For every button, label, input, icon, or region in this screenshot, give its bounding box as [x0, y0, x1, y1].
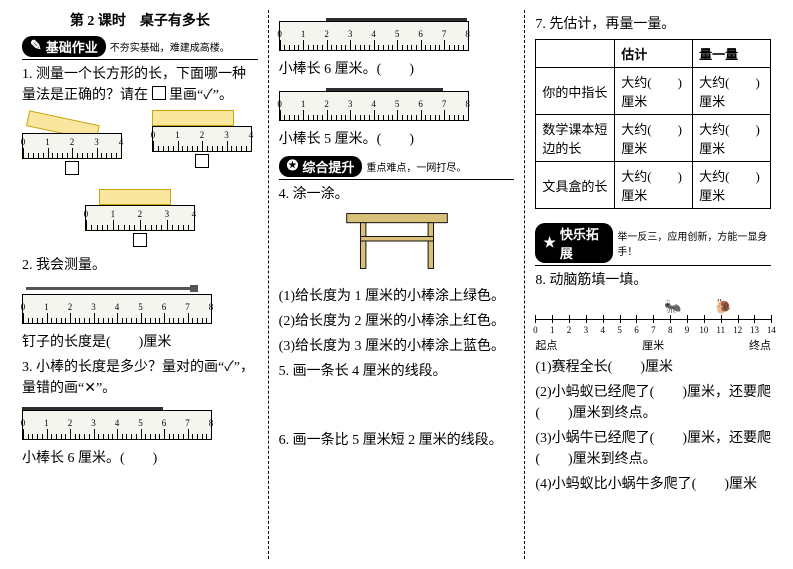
- q7-head: 估计 量一量: [536, 40, 771, 68]
- q2-wrap: 012345678: [22, 284, 212, 324]
- q3-intro: 3. 小棒的长度是多少？量对的画“✓”，量错的画“✕”。: [22, 357, 258, 399]
- q1-rect-b: [152, 110, 234, 126]
- q3a-wrap: 012345678: [22, 407, 212, 440]
- q7-h1: 估计: [615, 40, 693, 68]
- q4-l1: (1)给长度为 1 厘米的小棒涂上绿色。: [279, 286, 515, 307]
- q1-ruler-a-wrap: 01234: [22, 110, 122, 179]
- q7-r1-meas[interactable]: 大约( )厘米: [693, 115, 771, 162]
- q8-number-line: 01234567891011121314🐜🐌: [535, 297, 771, 337]
- nail-drawing: [26, 284, 212, 294]
- q4-l2: (2)给长度为 2 厘米的小棒涂上红色。: [279, 311, 515, 332]
- q7-row-2: 文具盒的长 大约( )厘米 大约( )厘米: [536, 162, 771, 209]
- q1-ruler-a: 01234: [22, 133, 122, 159]
- q2-ruler: 012345678: [22, 294, 212, 324]
- lesson-title: 第 2 课时 桌子有多长: [22, 10, 258, 30]
- q7-row-0: 你的中指长 大约( )厘米 大约( )厘米: [536, 68, 771, 115]
- q7-r1-est[interactable]: 大约( )厘米: [615, 115, 693, 162]
- q8-l2: (2)小蚂蚁已经爬了( )厘米，还要爬( )厘米到终点。: [535, 382, 771, 424]
- q7-r2-meas[interactable]: 大约( )厘米: [693, 162, 771, 209]
- q5-text: 5. 画一条长 4 厘米的线段。: [279, 361, 515, 382]
- ant-icon: 🐜: [664, 299, 681, 316]
- q1-ruler-c-wrap: 01234: [85, 189, 195, 251]
- page-root: 第 2 课时 桌子有多长 ✎ 基础作业 不夯实基础，难建成高楼。 1. 测量一个…: [0, 0, 793, 569]
- nl-unit: 厘米: [642, 337, 664, 353]
- nl-start-text: 起点: [535, 337, 557, 353]
- q8-l4: (4)小蚂蚁比小蜗牛多爬了( )厘米: [535, 474, 771, 495]
- badge-basic-sub: 不夯实基础，难建成高楼。: [110, 39, 230, 54]
- q3c-wrap: 012345678: [279, 88, 469, 121]
- badge-basic: ✎ 基础作业: [22, 36, 106, 57]
- q1-inline-box-icon: [152, 86, 166, 100]
- q7-h0: [536, 40, 615, 68]
- q7-r1-name: 数学课本短边的长: [536, 115, 615, 162]
- q4-table-drawing: [342, 209, 452, 278]
- nl-end-text: 终点: [749, 337, 771, 353]
- q1-rect-c: [99, 189, 171, 205]
- q7-r2-name: 文具盒的长: [536, 162, 615, 209]
- q3b-ruler: 012345678: [279, 21, 469, 51]
- q4-title: 4. 涂一涂。: [279, 184, 515, 205]
- q1-row-top: 01234 01234: [22, 110, 258, 179]
- q1-ruler-b: 01234: [152, 126, 252, 152]
- q8-l1: (1)赛程全长( )厘米: [535, 357, 771, 378]
- q7-r0-est[interactable]: 大约( )厘米: [615, 68, 693, 115]
- q1-box-b[interactable]: [195, 154, 209, 168]
- q3b-label: 小棒长 6 厘米。( ): [279, 59, 515, 80]
- q1-part2: 里画“✓”。: [169, 88, 233, 103]
- badge-extend-row: ★ 快乐拓展 举一反三，应用创新，方能一显身手！: [535, 223, 771, 266]
- badge-improve-sub: 重点难点，一网打尽。: [366, 159, 466, 174]
- q1-box-a[interactable]: [65, 161, 79, 175]
- gear-icon: ✪: [287, 158, 299, 175]
- q1-text: 1. 测量一个长方形的长，下面哪一种量法是正确的？请在 里画“✓”。: [22, 64, 258, 106]
- pencil-icon: ✎: [30, 38, 42, 55]
- q3a-label: 小棒长 6 厘米。( ): [22, 448, 258, 469]
- q8-l3: (3)小蜗牛已经爬了( )厘米，还要爬( )厘米到终点。: [535, 428, 771, 470]
- q7-h2: 量一量: [693, 40, 771, 68]
- q1-box-c[interactable]: [133, 233, 147, 247]
- star-icon: ★: [543, 235, 556, 252]
- badge-basic-row: ✎ 基础作业 不夯实基础，难建成高楼。: [22, 36, 258, 60]
- q3a-ruler: 012345678: [22, 410, 212, 440]
- badge-extend-sub: 举一反三，应用创新，方能一显身手！: [617, 228, 771, 258]
- q2-title: 2. 我会测量。: [22, 255, 258, 276]
- q4-l3: (3)给长度为 3 厘米的小棒涂上蓝色。: [279, 336, 515, 357]
- q3b-wrap: 012345678: [279, 18, 469, 51]
- badge-improve-row: ✪ 综合提升 重点难点，一网打尽。: [279, 156, 515, 180]
- snail-icon: 🐌: [715, 299, 732, 316]
- q3c-label: 小棒长 5 厘米。( ): [279, 129, 515, 150]
- q7-row-1: 数学课本短边的长 大约( )厘米 大约( )厘米: [536, 115, 771, 162]
- q7-title: 7. 先估计，再量一量。: [535, 14, 771, 35]
- nl-sub-row: 起点 厘米 终点: [535, 337, 771, 353]
- q7-r2-est[interactable]: 大约( )厘米: [615, 162, 693, 209]
- q5-draw-space: [279, 386, 515, 426]
- q3c-ruler: 012345678: [279, 91, 469, 121]
- badge-improve: ✪ 综合提升: [279, 156, 363, 177]
- badge-extend: ★ 快乐拓展: [535, 223, 613, 263]
- column-3: 7. 先估计，再量一量。 估计 量一量 你的中指长 大约( )厘米 大约( )厘…: [525, 10, 781, 559]
- q7-r0-meas[interactable]: 大约( )厘米: [693, 68, 771, 115]
- column-1: 第 2 课时 桌子有多长 ✎ 基础作业 不夯实基础，难建成高楼。 1. 测量一个…: [12, 10, 268, 559]
- badge-extend-label: 快乐拓展: [560, 224, 605, 262]
- badge-improve-label: 综合提升: [302, 157, 354, 176]
- q6-text: 6. 画一条比 5 厘米短 2 厘米的线段。: [279, 430, 515, 451]
- column-2: 012345678 小棒长 6 厘米。( ) 012345678 小棒长 5 厘…: [269, 10, 525, 559]
- q1-ruler-c: 01234: [85, 205, 195, 231]
- q7-r0-name: 你的中指长: [536, 68, 615, 115]
- badge-basic-label: 基础作业: [46, 37, 98, 56]
- q7-table: 估计 量一量 你的中指长 大约( )厘米 大约( )厘米 数学课本短边的长 大约…: [535, 39, 771, 209]
- q1-ruler-b-wrap: 01234: [152, 110, 252, 179]
- q2-answer: 钉子的长度是( )厘米: [22, 332, 258, 353]
- q8-title: 8. 动脑筋填一填。: [535, 270, 771, 291]
